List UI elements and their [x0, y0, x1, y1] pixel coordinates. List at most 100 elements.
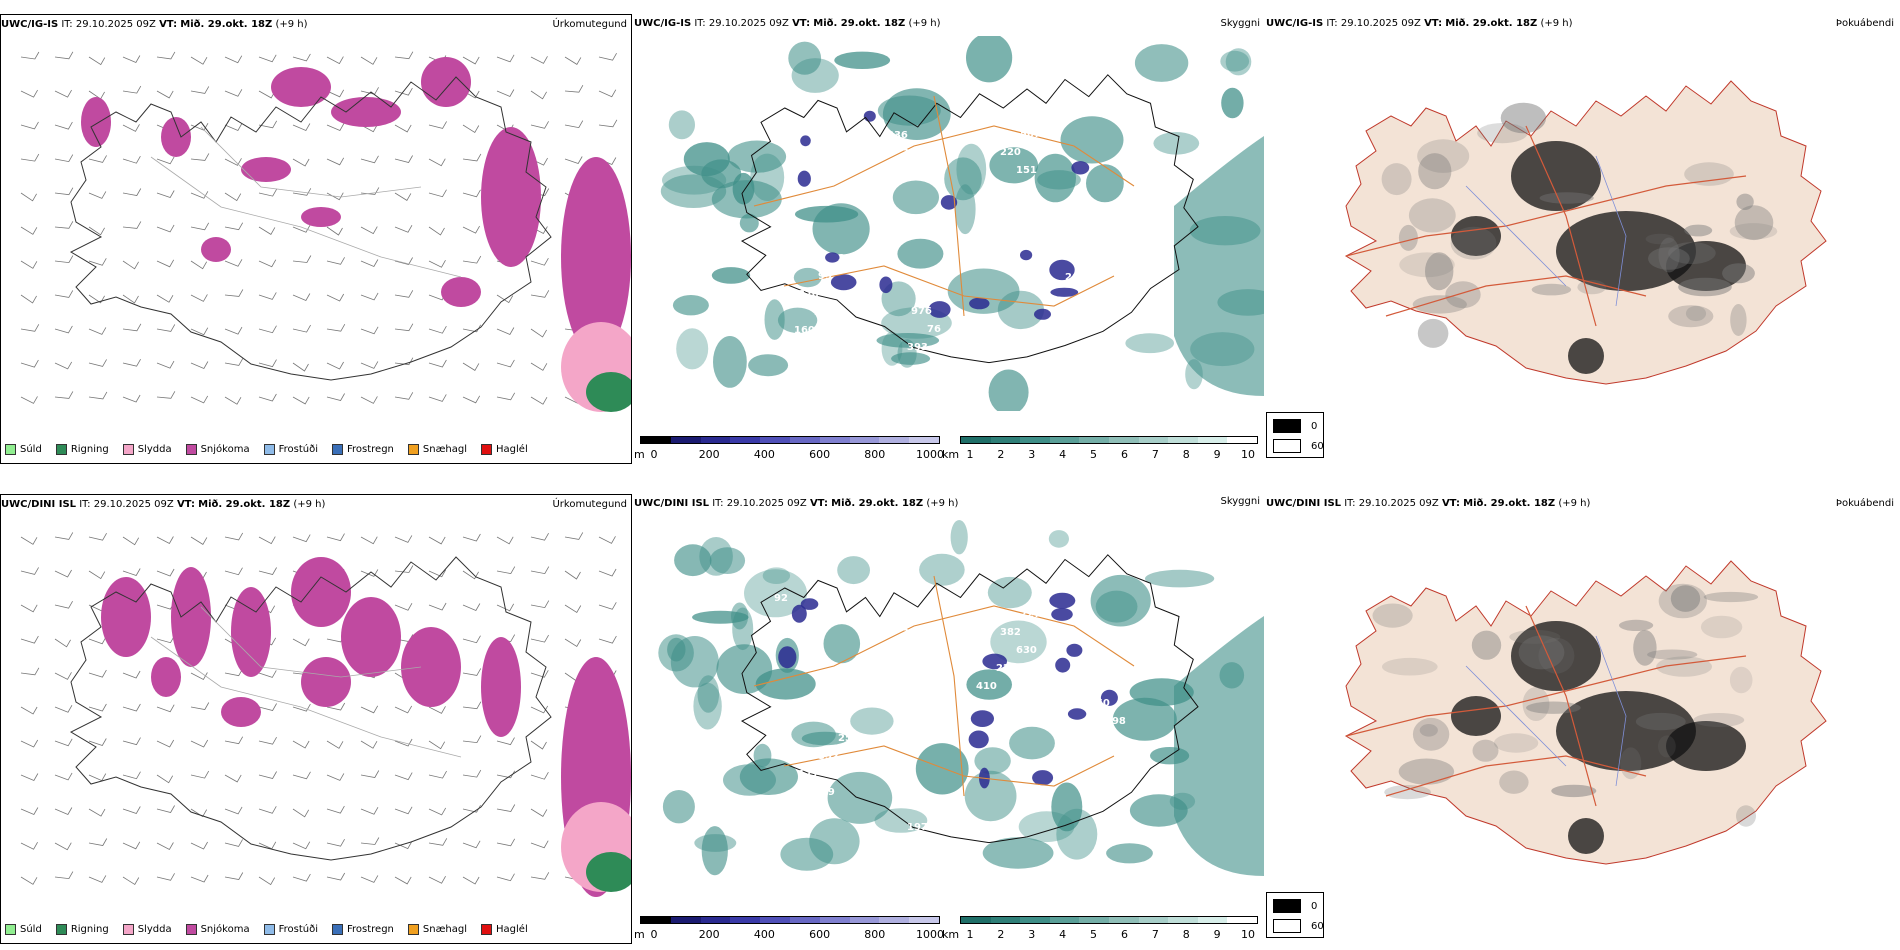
- cloud-base-field: [797, 110, 1090, 320]
- panel-header: UWC/IG-IS IT: 29.10.2025 09Z VT: Mið. 29…: [1266, 18, 1573, 29]
- visibility-bar: [960, 916, 1258, 924]
- legend-swatch: [332, 924, 343, 935]
- legend-label: Haglél: [496, 444, 528, 455]
- model-name: UWC/IG-IS: [634, 18, 692, 29]
- legend-item: Frostregn: [332, 924, 394, 935]
- legend-item: Snjókoma: [185, 444, 250, 455]
- coastline: [69, 76, 552, 381]
- colorbar-tick: 800: [864, 448, 886, 461]
- cloud-base-value: 976: [911, 306, 932, 317]
- panel-title: Þokuábendi: [1835, 18, 1894, 29]
- valid-time: Mið. 29.okt. 18Z: [831, 498, 924, 509]
- cloud-base-value: 265: [1065, 272, 1086, 283]
- cloud-base-value: 352: [818, 751, 839, 762]
- valid-time: Mið. 29.okt. 18Z: [198, 499, 291, 510]
- road-network: [1345, 605, 1747, 807]
- cloud-base-value: 197: [903, 628, 924, 639]
- cloud-base-value: 382: [1000, 627, 1021, 638]
- precip-legend: Súld Rigning Slydda Snjókoma Frostúði Frostre…: [5, 444, 528, 455]
- cloud-base-value: 122: [1109, 680, 1130, 691]
- it-label: IT:: [61, 19, 73, 30]
- legend-item: Snæhagl: [407, 924, 467, 935]
- colorbar-tick: 8: [1182, 448, 1190, 461]
- cloud-base-value: 263: [887, 610, 908, 621]
- legend-item: Súld: [5, 444, 42, 455]
- legend-swatch: [481, 924, 493, 935]
- legend-swatch: [185, 444, 197, 455]
- cloud-base-value: 449: [814, 787, 835, 798]
- legend-swatch: [5, 924, 16, 935]
- cloud-base-value: 256: [838, 733, 859, 744]
- panel-header: UWC/DINI ISL IT: 29.10.2025 09Z VT: Mið.…: [1266, 498, 1590, 509]
- vt-label: VT:: [1424, 18, 1443, 29]
- colorbar-tick: 2: [997, 448, 1005, 461]
- legend-swatch: [407, 924, 419, 935]
- legend-swatch: [122, 924, 134, 935]
- colorbar-tick: 3: [1028, 448, 1036, 461]
- cloud-base-value: 448: [996, 183, 1017, 194]
- colorbar-tick: 6: [1120, 448, 1128, 461]
- cloud-panel-row2: UWC/DINI ISL IT: 29.10.2025 09Z VT: Mið.…: [634, 494, 1264, 944]
- colorbar-tick: 10: [1241, 448, 1255, 461]
- legend-label: Slydda: [137, 444, 172, 455]
- colorbar-tick: 5: [1090, 448, 1098, 461]
- legend-item: Frostregn: [332, 444, 394, 455]
- init-time: 29.10.2025 09Z: [75, 19, 156, 30]
- legend-label: Frostregn: [347, 444, 394, 455]
- legend-label: Súld: [20, 444, 42, 455]
- rivers: [1465, 155, 1627, 307]
- colorbar-tick: 9: [1213, 448, 1221, 461]
- cloud-base-labels: 92 386 246 438 268 197 410 514 449 263 223 298 177 19…: [774, 593, 1130, 833]
- cloud-base-value: 336: [887, 130, 908, 141]
- colorbar-tick: 10: [1241, 928, 1255, 941]
- colorbar-tick: 0: [650, 928, 658, 941]
- cloud-base-value: 183: [903, 148, 924, 159]
- vt-label: VT:: [809, 498, 828, 509]
- cloud-map: 826 278 220 265 160 183 672 936 305 336 448 234 320 3…: [660, 36, 1264, 411]
- snow-areas: [101, 557, 631, 897]
- colorbar-tick: 200: [698, 448, 720, 461]
- cloud-base-value: 151: [1016, 165, 1037, 176]
- panel-header: UWC/IG-IS IT: 29.10.2025 09Z VT: Mið. 29…: [634, 18, 941, 29]
- legend-label: Frostúði: [278, 444, 318, 455]
- fog-legend-row1: 0 60: [1266, 412, 1324, 458]
- cloud-base-value: 936: [1085, 254, 1106, 265]
- lead-time: (+9 h): [1558, 498, 1591, 509]
- fog-map: [1344, 560, 1827, 865]
- legend-label: Haglél: [496, 924, 528, 935]
- cloud-base-value: 409: [1109, 200, 1130, 211]
- cloud-base-unit: m: [634, 928, 645, 941]
- panel-header: UWC/IG-IS IT: 29.10.2025 09Z VT: Mið. 29…: [1, 19, 308, 30]
- cloud-base-value: 246: [992, 699, 1013, 710]
- colorbar-tick: 4: [1059, 448, 1067, 461]
- colorbar-tick: 3: [1028, 928, 1036, 941]
- precip-map: [20, 51, 631, 412]
- legend-swatch: [55, 444, 67, 455]
- colorbar-tick: 6: [1120, 928, 1128, 941]
- panel-title: Þokuábendi: [1835, 498, 1894, 509]
- init-time: 29.10.2025 09Z: [1358, 498, 1439, 509]
- rivers: [1465, 635, 1627, 787]
- fog-legend-item: 60: [1273, 439, 1324, 453]
- cloud-base-value: 826: [774, 113, 795, 124]
- cloud-base-value: 150: [1089, 698, 1110, 709]
- cloud-base-value: 393: [907, 342, 928, 353]
- colorbar-tick: 1: [966, 928, 974, 941]
- cloud-base-value: 386: [883, 646, 904, 657]
- cloud-base-value: 160: [794, 325, 815, 336]
- lead-time: (+9 h): [908, 18, 941, 29]
- cloud-base-value: 90: [911, 786, 925, 797]
- cloud-base-value: 197: [907, 822, 928, 833]
- visibility-unit: km: [942, 928, 960, 941]
- cloud-base-value: 320: [798, 289, 819, 300]
- legend-label: Snjókoma: [200, 444, 250, 455]
- lead-time: (+9 h): [926, 498, 959, 509]
- fog-field: [1372, 583, 1759, 854]
- cloud-base-unit: m: [634, 448, 645, 461]
- legend-swatch: [481, 444, 493, 455]
- colorbar-tick: 8: [1182, 928, 1190, 941]
- panel-title: Skyggni: [1220, 496, 1260, 507]
- legend-swatch: [407, 444, 419, 455]
- cloud-map: 92 386 246 438 268 197 410 514 449 263 223 298 177 19…: [658, 520, 1264, 876]
- legend-swatch: [5, 444, 16, 455]
